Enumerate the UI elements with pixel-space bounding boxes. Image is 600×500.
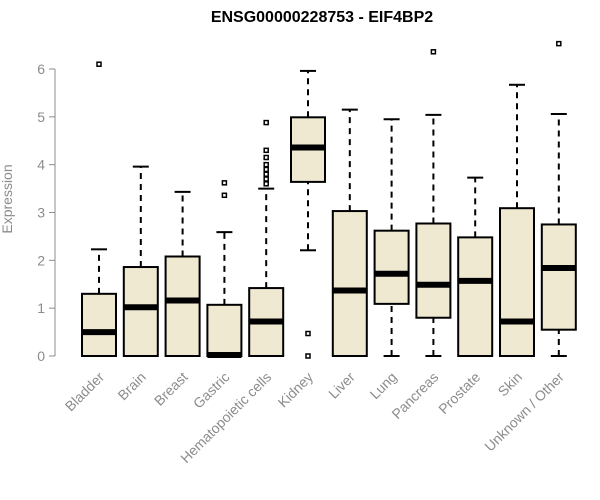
- box-brain: [122, 165, 159, 357]
- outlier-point: [263, 171, 269, 177]
- outlier-point: [263, 119, 269, 126]
- outlier-point: [263, 166, 269, 173]
- box-prostate: [457, 176, 494, 357]
- y-tick-label: 2: [37, 252, 45, 268]
- outlier-point: [305, 353, 311, 359]
- x-tick-label: Lung: [366, 369, 399, 402]
- box-hematopoietic-cells: [248, 119, 285, 357]
- y-tick-label: 5: [37, 109, 45, 125]
- box-gastric: [206, 180, 243, 359]
- outlier-point: [430, 49, 437, 55]
- x-tick-label: Brain: [114, 369, 148, 403]
- y-tick-label: 6: [37, 61, 45, 77]
- box-iqr: [499, 207, 535, 357]
- box-iqr: [540, 223, 577, 331]
- outlier-point: [96, 61, 102, 67]
- outlier-point: [263, 147, 269, 154]
- chart-title: ENSG00000228753 - EIF4BP2: [211, 9, 433, 26]
- x-tick-label: Breast: [151, 369, 191, 409]
- box-iqr: [457, 236, 494, 357]
- y-tick-label: 4: [37, 157, 45, 173]
- outlier-point: [263, 154, 269, 161]
- y-axis: 0 1 2 3 4 5 6: [37, 61, 56, 364]
- outlier-point: [305, 330, 311, 337]
- x-tick-label: Kidney: [275, 369, 317, 411]
- x-tick-label: Skin: [495, 369, 526, 400]
- box-iqr: [81, 292, 117, 358]
- box-iqr: [331, 210, 368, 357]
- outlier-point: [221, 192, 228, 199]
- box-pancreas: [415, 49, 452, 357]
- y-axis-label: Expression: [0, 164, 15, 233]
- box-iqr: [206, 303, 243, 357]
- x-tick-label: Bladder: [62, 369, 108, 415]
- box-kidney: [290, 69, 326, 359]
- x-tick-label: Prostate: [435, 369, 483, 417]
- box-iqr: [122, 266, 159, 357]
- box-lung: [373, 118, 410, 357]
- box-iqr: [164, 255, 201, 357]
- outlier-point: [263, 181, 269, 187]
- y-tick-label: 0: [37, 348, 45, 364]
- x-tick-label: Liver: [325, 369, 358, 402]
- box-liver: [331, 108, 368, 357]
- outlier-point: [263, 161, 269, 168]
- box-iqr: [415, 222, 452, 319]
- box-breast: [164, 190, 201, 357]
- box-bladder: [81, 61, 117, 358]
- box-iqr: [373, 229, 410, 305]
- x-tick-label: Unknown / Other: [481, 369, 567, 455]
- y-tick-label: 1: [37, 300, 45, 316]
- outlier-point: [556, 40, 562, 47]
- outlier-point: [221, 180, 228, 186]
- box-unknown-other: [540, 40, 577, 357]
- outlier-point: [263, 176, 269, 182]
- box-skin: [499, 83, 535, 357]
- y-tick-label: 3: [37, 205, 45, 221]
- boxes-group: [81, 40, 577, 359]
